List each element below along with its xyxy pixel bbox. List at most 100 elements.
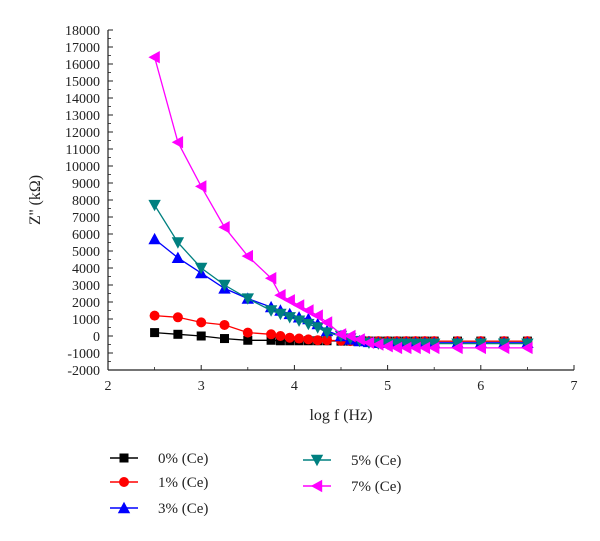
x-tick-label: 7 xyxy=(571,379,578,394)
legend-label: 3% (Ce) xyxy=(158,501,208,517)
data-point xyxy=(171,251,185,263)
y-tick-label: 17000 xyxy=(65,41,100,56)
data-point xyxy=(390,338,404,350)
legend-label: 7% (Ce) xyxy=(351,479,401,495)
data-point xyxy=(243,335,253,345)
y-axis-ticks: -2000 -1000 0 1000 2000 3000 4000 5000 6000 7000 8… xyxy=(65,24,113,379)
data-point xyxy=(344,329,356,343)
data-point xyxy=(196,317,207,328)
data-point xyxy=(409,341,421,355)
legend-label: 5% (Ce) xyxy=(351,453,401,469)
data-point xyxy=(171,136,184,149)
data-point xyxy=(264,305,278,317)
data-point xyxy=(284,332,295,343)
legend-item: 5% (Ce) xyxy=(303,453,401,469)
data-point xyxy=(322,335,333,346)
data-point xyxy=(474,338,487,350)
x-tick-label: 2 xyxy=(105,379,112,394)
y-tick-label: 10000 xyxy=(65,160,100,175)
data-point xyxy=(274,308,287,321)
y-tick-label: 8000 xyxy=(72,194,100,209)
data-point xyxy=(390,341,403,355)
x-axis-title: log f (Hz) xyxy=(309,407,372,424)
y-tick-label: 2000 xyxy=(72,296,100,311)
data-point xyxy=(172,312,183,323)
y-tick-label: 9000 xyxy=(72,177,100,192)
data-point xyxy=(283,312,296,324)
data-point xyxy=(320,327,334,339)
data-point xyxy=(400,338,413,350)
legend-item: 1% (Ce) xyxy=(110,475,208,491)
x-tick-label: 4 xyxy=(291,379,298,394)
data-point xyxy=(521,341,533,355)
y-axis-title: Z'' (kΩ) xyxy=(27,175,44,225)
data-point xyxy=(220,334,229,344)
data-point xyxy=(218,279,231,292)
data-point xyxy=(451,338,464,350)
y-tick-label: 11000 xyxy=(66,143,100,158)
data-point xyxy=(241,293,254,305)
y-tick-label: 0 xyxy=(93,330,100,345)
y-tick-label: 7000 xyxy=(72,211,100,226)
legend-label: 0% (Ce) xyxy=(158,451,208,467)
x-tick-label: 6 xyxy=(477,379,484,394)
data-point xyxy=(311,309,323,322)
data-point xyxy=(353,333,365,346)
legend-item: 3% (Ce) xyxy=(110,501,208,517)
data-point xyxy=(303,334,314,345)
data-point xyxy=(409,338,422,350)
y-tick-label: 4000 xyxy=(72,262,100,277)
data-point xyxy=(302,318,315,331)
data-point xyxy=(381,340,393,353)
y-tick-label: 13000 xyxy=(65,109,100,124)
data-point xyxy=(302,304,314,317)
data-point xyxy=(451,341,463,355)
x-tick-label: 5 xyxy=(384,379,391,394)
data-point xyxy=(521,338,534,350)
legend-label: 1% (Ce) xyxy=(158,475,208,491)
legend-marker xyxy=(119,477,129,487)
legend-marker xyxy=(310,479,323,493)
series-line xyxy=(153,57,528,349)
data-point xyxy=(148,232,161,245)
data-point xyxy=(320,316,333,329)
data-point xyxy=(218,221,230,234)
y-tick-label: 14000 xyxy=(65,92,100,107)
legend-item: 0% (Ce) xyxy=(110,451,208,467)
data-point xyxy=(294,333,305,344)
y-tick-label: 12000 xyxy=(65,126,100,141)
data-point xyxy=(400,341,412,355)
x-tick-label: 3 xyxy=(198,379,205,394)
data-point xyxy=(149,310,160,321)
data-point xyxy=(362,336,375,349)
data-point xyxy=(497,341,510,355)
data-point xyxy=(418,338,432,350)
y-tick-label: 3000 xyxy=(72,279,100,294)
data-point xyxy=(292,315,306,327)
legend-marker xyxy=(117,501,131,514)
y-tick-label: 18000 xyxy=(65,24,100,39)
data-point xyxy=(266,335,276,345)
series-2 xyxy=(148,232,534,348)
series-line xyxy=(154,238,528,344)
data-point xyxy=(497,338,511,350)
data-point xyxy=(474,341,486,355)
legend: 0% (Ce) 1% (Ce) 3% (Ce) 5% (Ce) 7% (Ce) xyxy=(110,451,401,517)
legend-marker xyxy=(119,453,129,463)
y-tick-label: 5000 xyxy=(72,245,100,260)
data-point xyxy=(428,341,440,355)
data-point xyxy=(275,331,286,341)
data-point xyxy=(418,341,431,355)
y-tick-label: 6000 xyxy=(72,228,100,243)
data-point xyxy=(428,338,441,350)
y-tick-label: 1000 xyxy=(72,313,100,328)
data-point xyxy=(173,329,183,339)
data-point xyxy=(148,199,161,212)
y-tick-label: -2000 xyxy=(67,364,100,379)
data-point xyxy=(150,328,160,338)
legend-marker xyxy=(310,454,324,467)
data-point xyxy=(283,294,295,307)
data-point xyxy=(148,51,160,64)
series-3 xyxy=(148,199,534,350)
